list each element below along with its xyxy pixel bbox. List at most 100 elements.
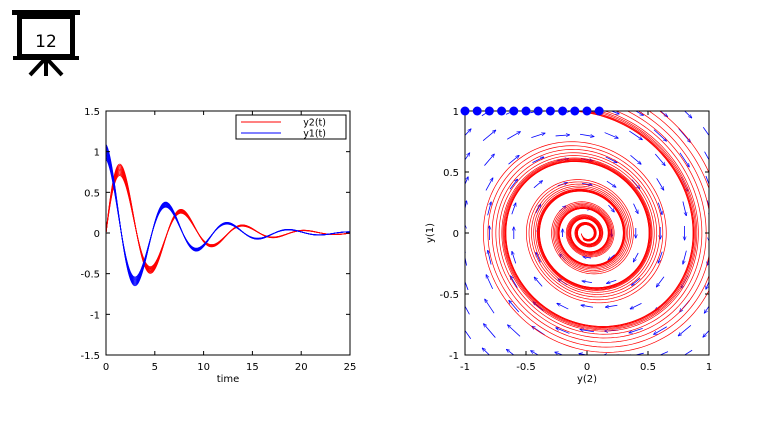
field-arrow [604, 132, 619, 139]
phase-plane-x-tick-label: 0.5 [640, 362, 656, 373]
field-arrow [508, 155, 519, 165]
time-series-chart: 0 5 10 15 20 25 -1.5 -1 -0.5 0 0.5 1 1.5 time y2(t)y1(… [80, 107, 356, 385]
legend-box [235, 114, 347, 140]
field-arrow [579, 133, 594, 136]
field-arrow [555, 352, 564, 355]
field-arrow [465, 153, 469, 161]
phase-plane-plot-area [465, 111, 709, 355]
series-line [106, 144, 350, 287]
field-arrow [465, 201, 466, 211]
initial-point [545, 106, 555, 116]
field-arrow [485, 178, 493, 191]
time-series-x-axis-label: time [217, 374, 240, 385]
phase-plane-x-tick-label: -0.5 [516, 362, 536, 373]
time-series-plot-area [106, 144, 350, 287]
field-arrow [656, 276, 665, 287]
field-arrow [465, 305, 470, 315]
field-arrow [531, 133, 545, 139]
phase-plane-y-tick-label: -1 [449, 351, 459, 362]
initial-point [558, 106, 568, 116]
time-series-x-tick-label: 0 [103, 362, 109, 373]
field-arrow [654, 153, 665, 166]
field-arrow [486, 275, 494, 290]
field-arrow [509, 179, 518, 190]
field-arrow [702, 127, 709, 137]
trajectory-line [465, 111, 709, 353]
field-arrow [658, 251, 663, 263]
phase-plane-y-tick-label: -0.5 [439, 290, 459, 301]
time-series-x-tick-label: 15 [246, 362, 259, 373]
series-line [106, 172, 350, 269]
field-arrow [607, 279, 617, 283]
field-arrow [481, 111, 491, 117]
initial-point [582, 106, 592, 116]
time-series-y-tick-label: 1 [94, 148, 100, 159]
field-arrow [703, 330, 709, 337]
field-arrow [630, 303, 642, 309]
field-arrow [654, 326, 668, 335]
field-arrow [530, 111, 546, 114]
field-arrow [628, 352, 644, 355]
field-arrow [683, 250, 687, 264]
initial-point [497, 106, 507, 116]
field-arrow [510, 276, 518, 288]
field-arrow [509, 300, 520, 313]
field-arrow [557, 303, 569, 310]
field-arrow [610, 111, 620, 114]
field-arrow [659, 111, 668, 116]
phase-plane-y-tick-label: 1 [453, 107, 459, 118]
field-arrow [465, 249, 467, 266]
phase-plane-chart: -1 -0.5 0 0.5 1 -1 -0.5 0 0.5 1 y(2) y(1) [425, 106, 712, 385]
field-arrow [582, 281, 593, 283]
field-arrow [679, 152, 689, 167]
initial-point [460, 106, 470, 116]
field-arrow [555, 135, 570, 136]
field-arrow [583, 257, 592, 258]
field-arrow [534, 277, 543, 287]
phase-plane-x-tick-label: -1 [460, 362, 470, 373]
field-arrow [657, 202, 662, 215]
trajectories [465, 111, 709, 353]
time-series-plot-frame [105, 110, 351, 356]
initial-point [594, 106, 604, 116]
time-series-y-tick-label: -1 [90, 310, 100, 321]
field-arrow [608, 204, 614, 212]
field-arrow [581, 183, 592, 185]
phase-plane-y-axis-label: y(1) [425, 223, 436, 243]
initial-point [484, 106, 494, 116]
field-arrow [633, 203, 639, 214]
field-arrow [606, 180, 616, 187]
field-arrow [633, 252, 639, 262]
field-arrow [506, 349, 515, 355]
trajectory-line [503, 111, 696, 330]
field-arrow [531, 351, 540, 355]
field-arrow [556, 328, 570, 334]
series-line [106, 152, 350, 282]
series-line [106, 163, 350, 274]
field-arrow [485, 299, 495, 314]
field-arrow [465, 129, 471, 136]
field-arrow [533, 181, 543, 189]
field-arrow [484, 154, 494, 166]
field-arrow [581, 305, 594, 307]
series-line [106, 150, 350, 283]
field-arrow [631, 277, 641, 285]
field-arrow [608, 254, 615, 261]
field-arrow [605, 305, 618, 307]
field-arrow [683, 349, 693, 355]
field-arrow [656, 178, 664, 190]
field-arrow [483, 324, 496, 338]
phase-plane-x-axis-label: y(2) [577, 374, 597, 385]
time-series-x-tick-label: 20 [295, 362, 308, 373]
phase-plane-y-tick-label: 0 [453, 229, 459, 240]
field-arrow [487, 202, 492, 216]
series-line [106, 149, 350, 284]
phase-plane-y-tick-label: 0.5 [443, 168, 459, 179]
field-arrow [579, 354, 590, 355]
initial-point [472, 106, 482, 116]
time-series-y-tick-label: 1.5 [84, 107, 100, 118]
trajectory-line [477, 111, 709, 348]
time-series-x-tick-label: 5 [152, 362, 158, 373]
phase-plane-x-tick-label: 0 [584, 362, 590, 373]
